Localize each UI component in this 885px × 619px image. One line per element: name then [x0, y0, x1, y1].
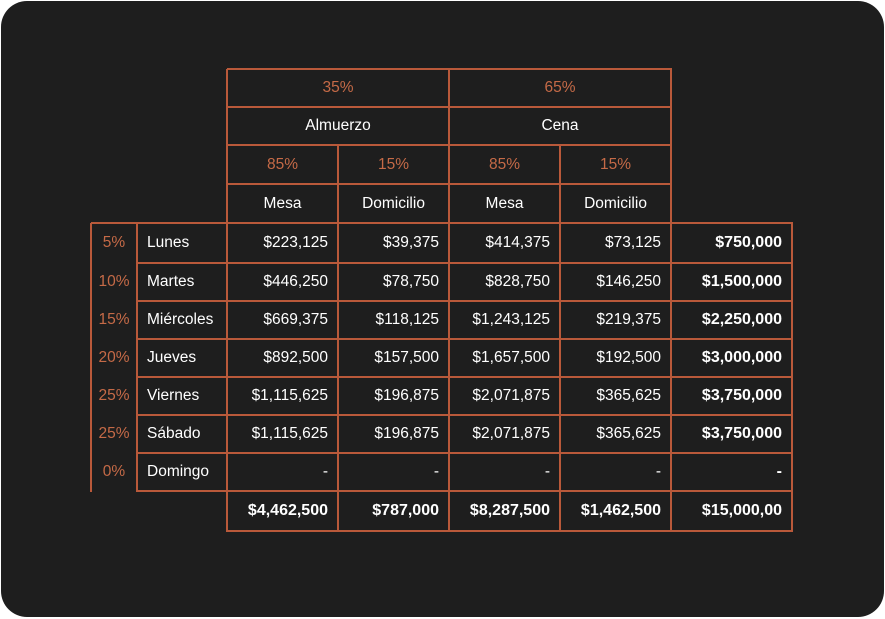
sub-label: Domicilio: [362, 194, 425, 212]
grid-line: [448, 223, 450, 532]
grid-line: [337, 145, 339, 224]
table-cell: $669,375: [263, 311, 328, 328]
day-percent: 25%: [98, 387, 130, 404]
grid-line: [137, 300, 793, 302]
table-cell: $73,125: [604, 234, 661, 251]
table-cell: $365,625: [596, 425, 661, 442]
grid-line: [448, 69, 450, 224]
grid-line: [559, 145, 561, 224]
row-total: $750,000: [715, 234, 782, 251]
group-label: Cena: [541, 117, 579, 134]
grid-line: [137, 262, 793, 264]
row-total: $3,750,000: [701, 387, 782, 404]
table-cell: -: [322, 463, 328, 480]
day-label: Sábado: [147, 425, 201, 442]
table-cell: $446,250: [263, 273, 328, 290]
grid-line: [137, 490, 793, 492]
column-total: $4,462,500: [247, 502, 328, 519]
row-total: $3,750,000: [701, 425, 782, 442]
table-cell: $1,657,500: [472, 349, 550, 366]
table-cell: $892,500: [263, 349, 328, 366]
grid-line: [90, 223, 92, 492]
table-cell: $365,625: [596, 387, 661, 404]
table-cell: $1,243,125: [472, 311, 550, 328]
column-total: $1,462,500: [580, 502, 661, 519]
grid-line: [226, 223, 228, 532]
table-cell: $39,375: [382, 234, 439, 251]
grid-line: [337, 223, 339, 532]
table-cell: $219,375: [596, 311, 661, 328]
table-cell: $223,125: [263, 234, 328, 251]
table-cell: $828,750: [485, 273, 550, 290]
day-percent: 10%: [98, 273, 130, 290]
group-percent: 65%: [544, 79, 576, 96]
row-total: $1,500,000: [701, 273, 782, 290]
grid-line: [137, 376, 793, 378]
table-cell: $1,115,625: [251, 387, 328, 404]
table-cell: $1,115,625: [251, 425, 328, 442]
row-total: $2,250,000: [701, 311, 782, 328]
day-percent: 20%: [98, 349, 130, 366]
day-label: Jueves: [147, 349, 197, 366]
day-label: Martes: [147, 273, 195, 290]
grid-line: [226, 69, 228, 224]
table-cell: -: [544, 463, 550, 480]
day-percent: 25%: [98, 425, 130, 442]
sub-label: Mesa: [263, 194, 302, 212]
group-label: Almuerzo: [305, 117, 371, 134]
table-cell: -: [655, 463, 661, 480]
table-cell: -: [433, 463, 439, 480]
grid-line: [559, 223, 561, 532]
row-total: $3,000,000: [701, 349, 782, 366]
group-percent: 35%: [322, 79, 354, 96]
table-cell: $78,750: [382, 273, 439, 290]
grid-line: [137, 452, 793, 454]
table-cell: $196,875: [374, 387, 439, 404]
sub-percent: 15%: [599, 155, 632, 173]
table-cell: $414,375: [485, 234, 550, 251]
column-total: $8,287,500: [469, 502, 550, 519]
day-label: Miércoles: [147, 311, 214, 328]
grid-line: [791, 223, 793, 532]
sub-percent: 85%: [488, 155, 521, 173]
table-cell: $192,500: [596, 349, 661, 366]
day-percent: 0%: [102, 463, 126, 480]
table-cell: $196,875: [374, 425, 439, 442]
grid-line: [137, 414, 793, 416]
day-label: Lunes: [147, 234, 190, 251]
grid-line: [91, 222, 793, 224]
column-total: $787,000: [372, 502, 439, 519]
grid-line: [670, 69, 672, 224]
table-cell: $2,071,875: [472, 425, 550, 442]
day-percent: 15%: [98, 311, 130, 328]
sub-label: Domicilio: [584, 194, 647, 212]
sub-percent: 15%: [377, 155, 410, 173]
row-total: -: [776, 463, 782, 480]
day-percent: 5%: [102, 234, 126, 251]
sub-percent: 85%: [266, 155, 299, 173]
table-cell: $157,500: [374, 349, 439, 366]
table-cell: $2,071,875: [472, 387, 550, 404]
day-label: Viernes: [147, 387, 200, 404]
sub-label: Mesa: [485, 194, 524, 212]
grid-line: [137, 338, 793, 340]
grid-line: [227, 530, 793, 532]
table-cell: $146,250: [596, 273, 661, 290]
grand-total: $15,000,00: [701, 502, 782, 519]
grid-line: [670, 223, 672, 532]
grid-line: [136, 223, 138, 492]
table-cell: $118,125: [375, 311, 440, 328]
day-label: Domingo: [147, 463, 210, 480]
